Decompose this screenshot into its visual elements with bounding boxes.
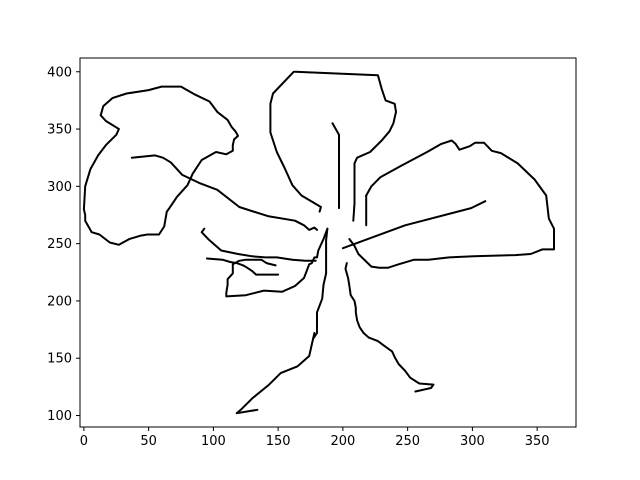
stroke-line-3	[331, 122, 340, 210]
stroke-line-7	[341, 200, 487, 250]
stroke-line-11	[312, 227, 329, 340]
stroke-line-10	[344, 262, 435, 393]
x-tick-label: 300	[460, 434, 485, 449]
plot-lines	[82, 70, 555, 415]
plot-frame	[79, 57, 577, 428]
x-tick-label: 150	[266, 434, 291, 449]
stroke-line-8	[235, 332, 316, 415]
x-tick-label: 250	[395, 434, 420, 449]
y-tick-label: 300	[47, 180, 72, 195]
stroke-line-13	[130, 154, 318, 231]
stroke-line-15	[205, 257, 280, 276]
stroke-line-4	[352, 162, 356, 222]
y-axis: 100 150 200 250 300 350 400	[47, 65, 80, 424]
stroke-line-9	[225, 227, 329, 298]
y-tick-label: 100	[47, 409, 72, 424]
y-tick-label: 150	[47, 352, 72, 367]
y-tick-label: 400	[47, 65, 72, 80]
x-tick-label: 0	[80, 434, 88, 449]
stroke-line-6	[348, 139, 555, 269]
y-tick-label: 350	[47, 123, 72, 138]
stroke-line-14	[200, 227, 317, 262]
stroke-line-1	[294, 70, 397, 165]
y-tick-label: 250	[47, 237, 72, 252]
x-tick-label: 50	[140, 434, 157, 449]
x-axis: 0 50 100 150 200 250 300 350	[80, 427, 550, 449]
stroke-line-12	[82, 85, 239, 246]
x-tick-label: 350	[525, 434, 550, 449]
x-tick-label: 100	[201, 434, 226, 449]
x-tick-label: 200	[330, 434, 355, 449]
stroke-line-2	[269, 70, 322, 213]
y-tick-label: 200	[47, 294, 72, 309]
